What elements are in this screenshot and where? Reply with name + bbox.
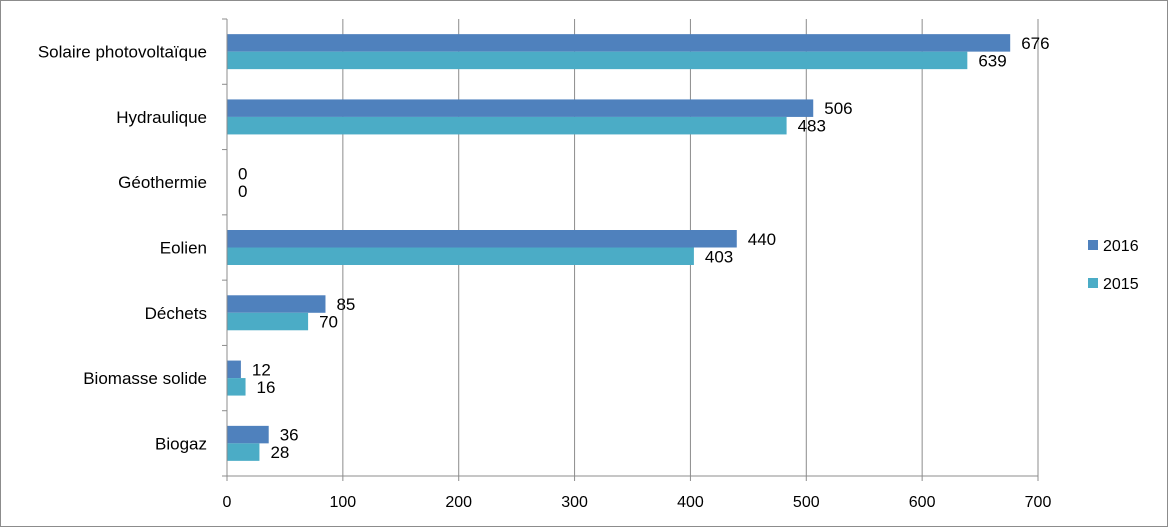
category-label: Géothermie bbox=[118, 173, 207, 192]
legend-swatch-2015 bbox=[1088, 278, 1098, 288]
legend-label-2015: 2015 bbox=[1103, 276, 1139, 293]
bar-2015 bbox=[227, 443, 260, 461]
bars bbox=[227, 34, 1011, 461]
data-label: 85 bbox=[336, 295, 355, 314]
data-label: 12 bbox=[252, 360, 271, 379]
category-label: Hydraulique bbox=[116, 108, 207, 127]
x-tick-label: 400 bbox=[677, 494, 704, 511]
bar-2016 bbox=[227, 425, 269, 444]
legend: 2016 2015 bbox=[1088, 238, 1139, 293]
bar-2016 bbox=[227, 295, 326, 313]
bar-2015 bbox=[227, 378, 246, 396]
bar-2015 bbox=[227, 51, 968, 70]
x-tick-label: 700 bbox=[1025, 494, 1052, 511]
category-label: Déchets bbox=[145, 304, 207, 323]
data-label: 16 bbox=[257, 378, 276, 397]
data-label: 0 bbox=[238, 164, 247, 183]
bar-2015 bbox=[227, 116, 787, 135]
x-tick-label: 500 bbox=[793, 494, 820, 511]
data-label: 28 bbox=[270, 443, 289, 462]
legend-label-2016: 2016 bbox=[1103, 238, 1139, 255]
axes bbox=[222, 18, 1039, 481]
bar-2016 bbox=[227, 230, 737, 248]
x-tick-label: 300 bbox=[561, 494, 588, 511]
legend-swatch-2016 bbox=[1088, 240, 1098, 250]
bar-2016 bbox=[227, 99, 814, 117]
data-label: 440 bbox=[748, 230, 776, 249]
data-label: 676 bbox=[1021, 34, 1049, 53]
x-tick-label: 0 bbox=[223, 494, 232, 511]
category-label: Solaire photovoltaïque bbox=[38, 43, 207, 62]
x-tick-label: 600 bbox=[909, 494, 936, 511]
bar-2016 bbox=[227, 34, 1011, 52]
data-label: 70 bbox=[319, 313, 338, 332]
data-label: 0 bbox=[238, 182, 247, 201]
bar-2016 bbox=[227, 360, 241, 379]
data-label: 403 bbox=[705, 247, 733, 266]
data-label: 506 bbox=[824, 99, 852, 118]
x-tick-label: 100 bbox=[330, 494, 357, 511]
data-label: 639 bbox=[978, 51, 1006, 70]
category-label: Biogaz bbox=[155, 434, 207, 453]
bar-2015 bbox=[227, 247, 694, 265]
data-label: 36 bbox=[280, 426, 299, 445]
category-label: Biomasse solide bbox=[83, 369, 207, 388]
x-tick-label: 200 bbox=[445, 494, 472, 511]
bar-2015 bbox=[227, 312, 309, 331]
category-label: Eolien bbox=[160, 239, 207, 258]
data-label: 483 bbox=[798, 117, 826, 136]
